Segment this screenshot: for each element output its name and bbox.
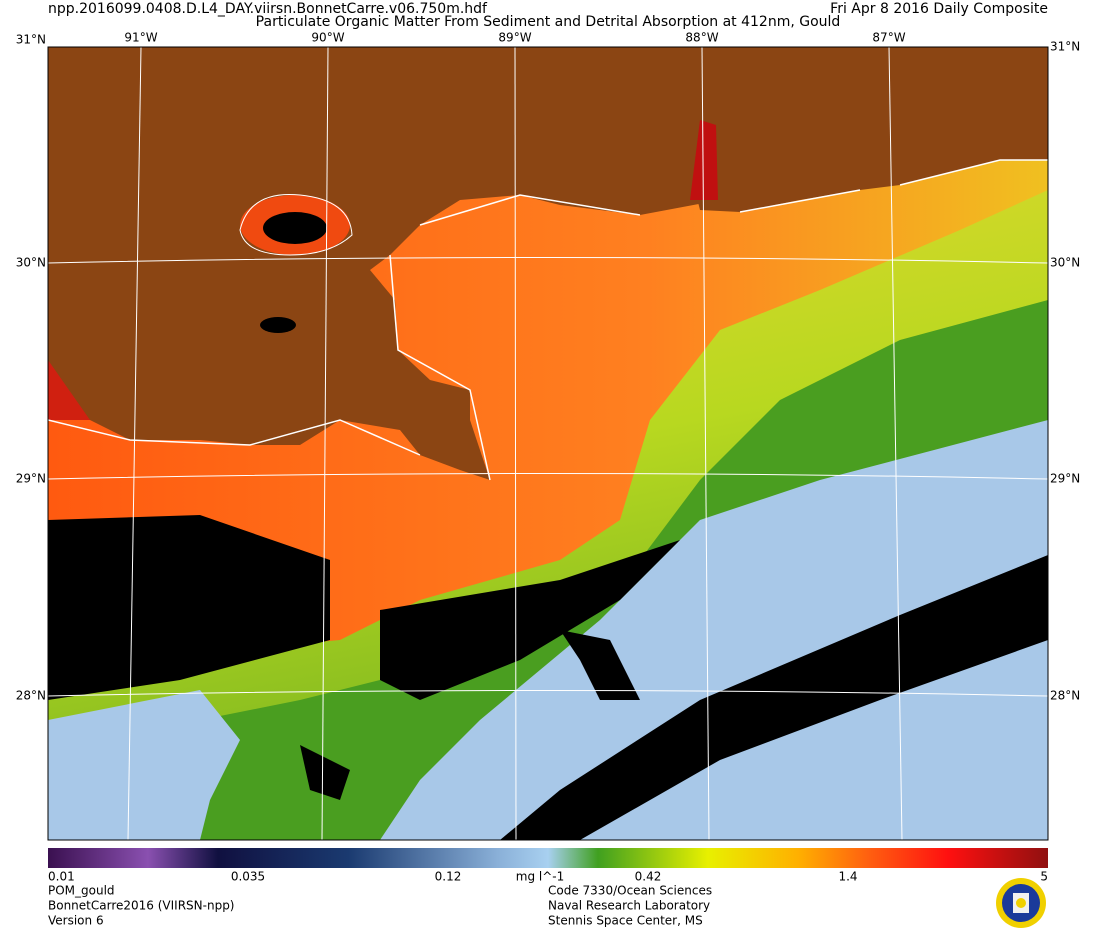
date: Fri Apr 8 2016 Daily Composite	[830, 1, 1048, 17]
colorbar-label: 0.42	[635, 870, 662, 884]
colorbar-label: 1.4	[838, 870, 857, 884]
colorbar-label: 0.01	[48, 870, 75, 884]
footer-left: BonnetCarre2016 (VIIRSN-npp)	[48, 899, 235, 913]
colorbar-labels: 0.01 0.035 0.12 0.42 1.4 5	[48, 870, 1048, 884]
lat-label: 28°N	[1050, 689, 1080, 703]
map-title: Particulate Organic Matter From Sediment…	[256, 14, 841, 30]
longitude-labels: 91°W 90°W 89°W 88°W 87°W	[124, 31, 905, 45]
map-frame	[47, 46, 1049, 841]
latitude-labels: 31°N 31°N 30°N 30°N 29°N 29°N 28°N 28°N	[16, 33, 1081, 703]
lat-label: 28°N	[16, 689, 46, 703]
lon-label: 87°W	[872, 31, 905, 45]
lat-label: 30°N	[1050, 256, 1080, 270]
lon-label: 91°W	[124, 31, 157, 45]
footer-right: Naval Research Laboratory	[548, 899, 710, 913]
lat-label: 31°N	[16, 33, 46, 47]
lon-label: 90°W	[311, 31, 344, 45]
map-image	[48, 47, 1048, 840]
colorbar-label: 0.12	[435, 870, 462, 884]
footer-left: POM_gould	[48, 884, 115, 898]
footer-right: Code 7330/Ocean Sciences	[548, 884, 712, 898]
footer-right: Stennis Space Center, MS	[548, 914, 703, 928]
colorbar	[48, 848, 1048, 868]
colorbar-label: 5	[1040, 870, 1048, 884]
lat-label: 29°N	[16, 472, 46, 486]
filename: npp.2016099.0408.D.L4_DAY.viirsn.BonnetC…	[48, 1, 488, 17]
lon-label: 89°W	[498, 31, 531, 45]
lon-label: 88°W	[685, 31, 718, 45]
nrl-logo	[996, 878, 1046, 928]
lat-label: 31°N	[1050, 40, 1080, 54]
footer-left: Version 6	[48, 914, 104, 928]
lat-label: 29°N	[1050, 472, 1080, 486]
lat-label: 30°N	[16, 256, 46, 270]
colorbar-unit: mg l^-1	[516, 870, 564, 884]
colorbar-label: 0.035	[231, 870, 265, 884]
